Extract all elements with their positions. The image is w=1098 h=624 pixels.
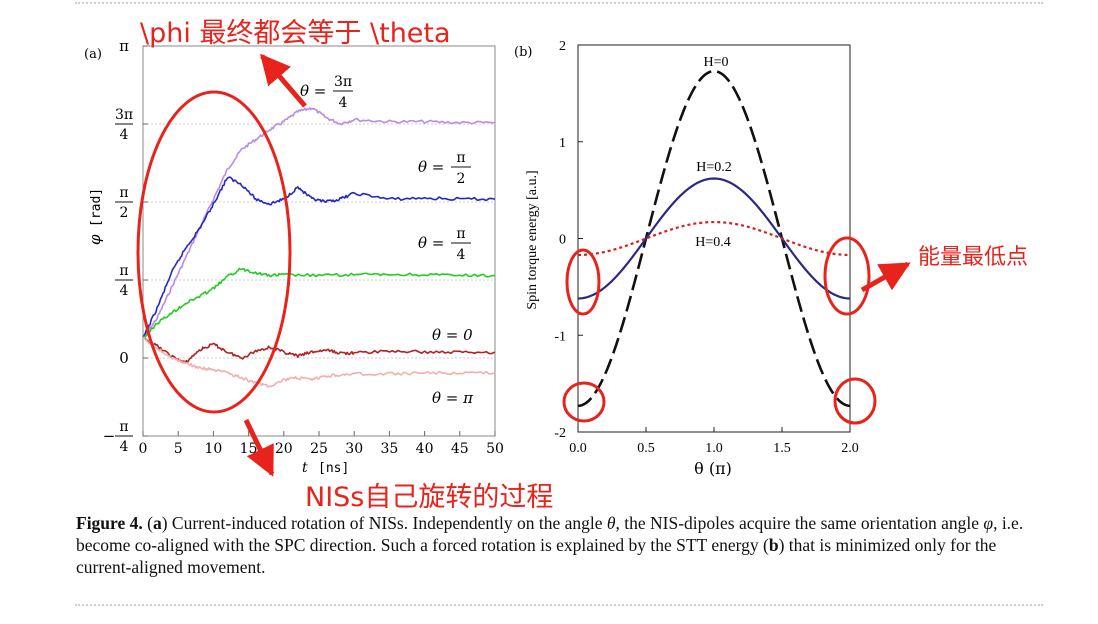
- panel-b-xtick-label: 0.5: [637, 441, 655, 456]
- panel-a-series-line: [142, 107, 496, 339]
- panel-a-ylabel-unit: [rad]: [89, 188, 104, 227]
- panel-b-series-label: H=0.4: [695, 235, 731, 250]
- panel-b-ytick-label: -1: [554, 329, 566, 344]
- panel-a-series-label: θ = π: [432, 389, 474, 407]
- arrow-bottom: [243, 418, 275, 477]
- panel-a-series-label: θ =: [418, 158, 444, 176]
- panel-a-ytick-num: π: [119, 263, 128, 279]
- panel-b-series-line: [577, 177, 851, 300]
- panel-a-series-label-den: 2: [457, 171, 466, 187]
- panel-a-ytick-den: 2: [120, 205, 129, 221]
- panel-a-series-label-den: 4: [457, 247, 466, 263]
- panel-b-ytick-label: 0: [559, 233, 566, 248]
- panel-a-xlabel-var: t: [302, 460, 308, 476]
- figure-caption: Figure 4. (a) Current-induced rotation o…: [76, 513, 1024, 577]
- panel-b-xtick-label: 1.0: [705, 441, 723, 456]
- panel-a-ytick-num: π: [119, 185, 128, 201]
- caption-end: ) that is minimized only for the current…: [76, 535, 997, 577]
- circle-min-right: [823, 236, 871, 316]
- panel-a-label: (a): [84, 47, 102, 62]
- panel-a-series-label: θ =: [300, 82, 326, 100]
- annotation-right: 能量最低点: [918, 245, 1028, 270]
- caption-a-text: Current-induced rotation of NISs. Indepe…: [167, 513, 607, 533]
- panel-a-ytick-den: 4: [120, 127, 129, 143]
- arrow-right: [860, 261, 911, 293]
- caption-b-ref: b: [768, 535, 779, 555]
- top-divider: [75, 2, 1043, 4]
- panel-b-label: (b): [514, 45, 532, 60]
- panel-a-xtick-label: 0: [139, 441, 148, 457]
- panel-b-ylabel: Spin torque energy [a.u.]: [525, 170, 540, 309]
- panel-a-series-label-num: 3π: [334, 74, 352, 90]
- panel-a-series-label-num: π: [456, 226, 465, 242]
- panel-a-ytick-den: 4: [120, 439, 129, 455]
- panel-b-series-label: H=0: [703, 55, 728, 70]
- panel-b-series-line: [577, 220, 851, 257]
- panel-b-xtick-label: 2.0: [841, 441, 859, 456]
- panel-a-series-line: [142, 336, 496, 388]
- panel-a-xtick-label: 40: [416, 441, 434, 457]
- panel-a-series-label-num: π: [456, 150, 465, 166]
- panel-b-xtick-label: 1.5: [773, 441, 791, 456]
- panel-a-ytick-minus: −: [103, 427, 116, 445]
- panel-a-xtick-label: 10: [204, 441, 222, 457]
- annotation-top: \phi 最终都会等于 \theta: [140, 18, 451, 49]
- panel-b: (b) 0.0 0.5 1.0 1.5 2.0 2 1 0 -1 -2 H=0 H=0.2 H=0.4…: [514, 39, 859, 478]
- panel-a-ytick-label: π: [119, 37, 129, 55]
- bottom-divider: [75, 604, 1043, 606]
- panel-a-series-label: θ = 0: [432, 326, 473, 344]
- arrow-top: [260, 53, 307, 108]
- caption-a-ref: a: [152, 513, 162, 533]
- panel-b-series-line: [577, 69, 851, 408]
- circle-min-left: [565, 248, 601, 316]
- panel-a-series-label: θ =: [418, 234, 444, 252]
- circle-min-bottom-right: [833, 377, 877, 425]
- panel-a-series-line: [142, 267, 496, 339]
- panel-a-xtick-label: 5: [174, 441, 183, 457]
- panel-a-series-line: [142, 176, 496, 338]
- panel-b-ytick-label: 1: [559, 136, 566, 151]
- panel-a-xlabel-unit: [ns]: [318, 461, 349, 476]
- annotation-bottom: NISs自己旋转的过程: [305, 482, 553, 510]
- panel-a-xtick-label: 45: [451, 441, 469, 457]
- caption-theta: θ: [606, 513, 616, 533]
- circle-min-bottom-left: [562, 381, 606, 423]
- panel-b-ytick-label: -2: [554, 426, 566, 441]
- panel-a-xtick-label: 20: [275, 441, 293, 457]
- panel-a-xtick-label: 50: [486, 441, 504, 457]
- panel-b-xlabel: θ (π): [694, 459, 732, 478]
- caption-mid2: , i.e. become co-aligned with the SPC di…: [76, 513, 1024, 555]
- panel-a-xtick-label: 25: [310, 441, 328, 457]
- circle-transient: [136, 90, 292, 414]
- panel-b-series-label: H=0.2: [696, 160, 732, 175]
- panel-b-xtick-label: 0.0: [569, 441, 587, 456]
- panel-a-ytick-num: 3π: [115, 107, 133, 123]
- panel-a-ytick-den: 4: [120, 283, 129, 299]
- panel-a-xtick-label: 35: [380, 441, 398, 457]
- panel-a-series-label-den: 4: [339, 95, 348, 111]
- caption-label: Figure 4.: [76, 513, 143, 533]
- panel-a-ytick-num: π: [119, 419, 128, 435]
- panel-a-ytick-label: 0: [119, 349, 129, 367]
- panel-a-ylabel-var: φ: [86, 234, 104, 245]
- panel-a-xtick-label: 30: [345, 441, 363, 457]
- caption-mid: , the NIS-dipoles acquire the same orien…: [615, 513, 984, 533]
- caption-phi: φ: [983, 513, 994, 533]
- panel-b-ytick-label: 2: [559, 39, 566, 54]
- annotations: \phi 最终都会等于 \theta NISs自己旋转的过程 能量最低点: [136, 18, 1028, 510]
